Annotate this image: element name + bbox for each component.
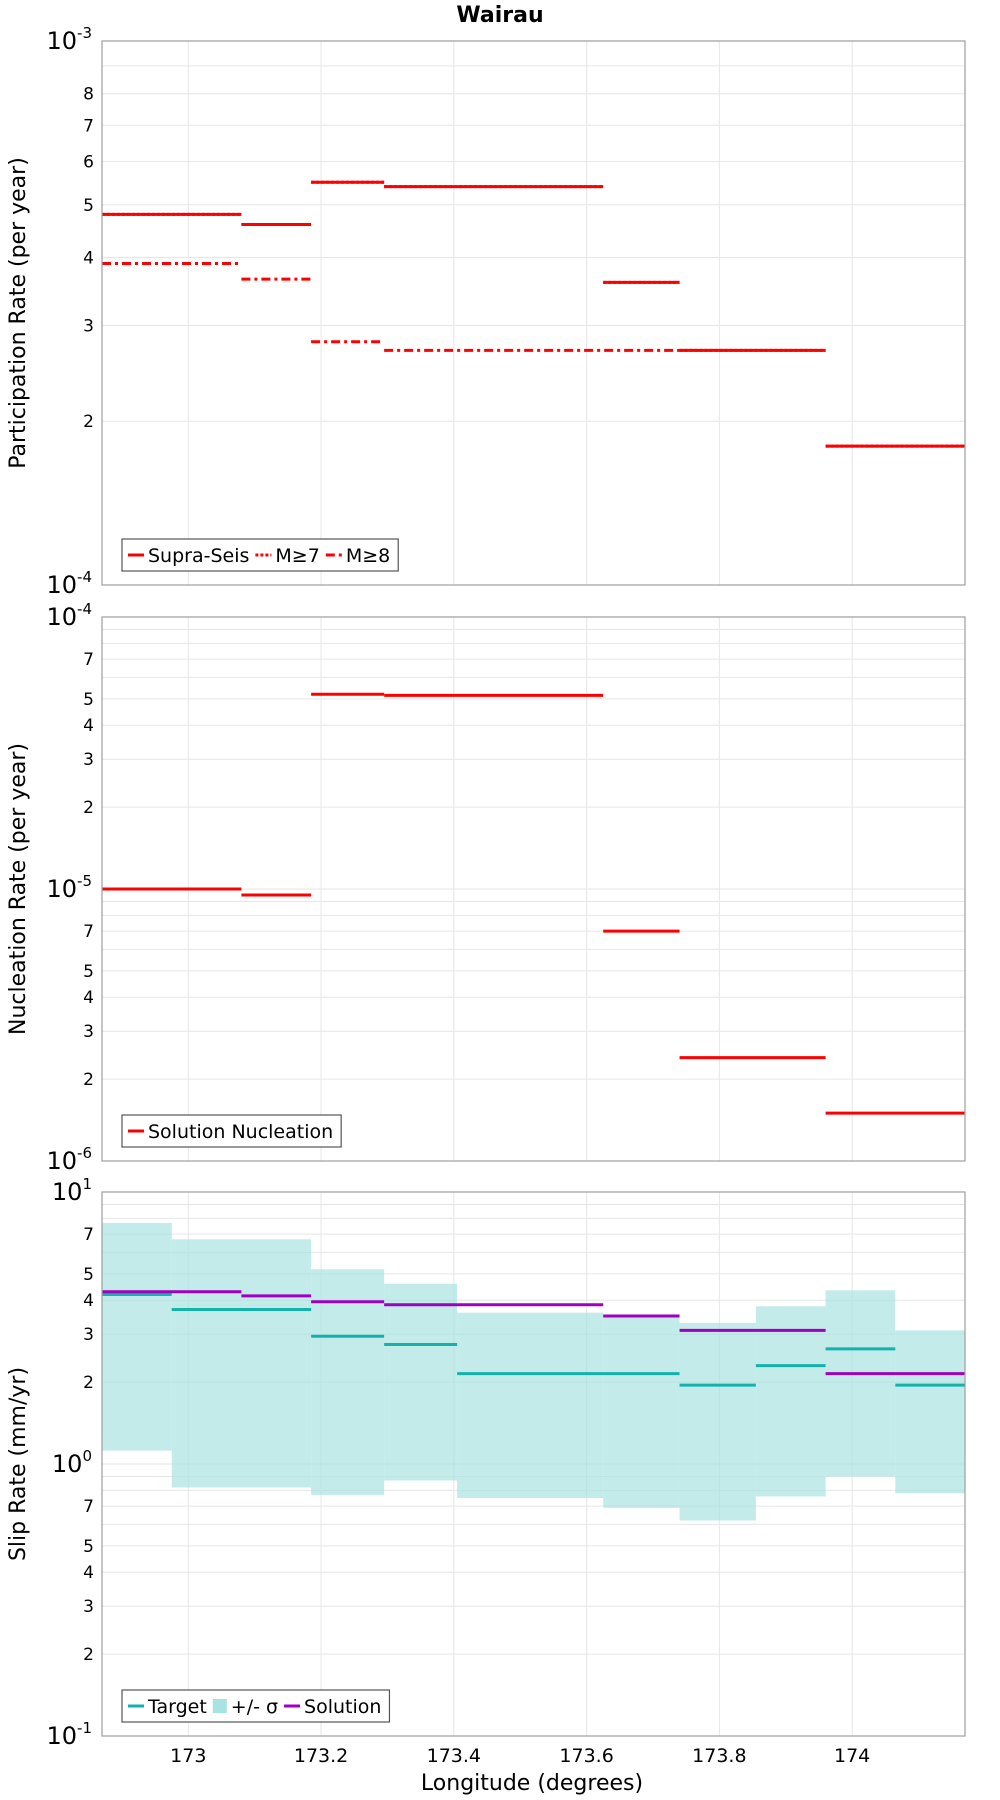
plot-frame [101,616,966,1162]
legend-box [121,1114,342,1148]
y-tick-label: 4 [83,1563,94,1583]
y-tick-label: 2 [83,1373,94,1393]
sigma-band-segment [102,1222,172,1451]
y-axis-label: Nucleation Rate (per year) [6,743,31,1035]
y-tick-label: 101 [52,1175,92,1206]
x-tick-label: 174 [834,1745,870,1767]
x-tick-label: 173.2 [294,1745,348,1767]
y-tick-label: 2 [83,1070,94,1090]
legend-label: Target [147,1696,207,1718]
y-tick-label: 10-3 [46,24,92,55]
sigma-band-segment [825,1290,896,1477]
y-tick-label: 10-5 [46,872,92,903]
y-tick-label: 5 [83,962,94,982]
y-tick-label: 4 [83,716,94,736]
sigma-band-segment [311,1269,385,1495]
y-tick-label: 5 [83,196,94,216]
y-tick-label: 3 [83,316,94,336]
y-tick-label: 7 [83,1225,94,1245]
y-tick-label: 6 [83,153,94,173]
y-axis-label: Slip Rate (mm/yr) [6,1367,31,1561]
sigma-band-segment [603,1314,680,1508]
sigma-band-segment [384,1283,458,1481]
legend-label: M≥7 [275,545,319,567]
y-tick-label: 3 [83,1597,94,1617]
legend-label: M≥8 [346,545,390,567]
legend: Target +/- σ Solution [121,1689,391,1723]
x-tick-label: 173.6 [559,1745,613,1767]
y-tick-label: 4 [83,248,94,268]
x-tick-label: 173.4 [427,1745,481,1767]
plot-area [102,41,965,585]
y-tick-label: 2 [83,412,94,432]
legend-label: Solution [304,1696,381,1718]
chart-title: Wairau [456,3,543,28]
y-tick-label: 10-1 [46,1719,92,1750]
plot-frame [101,1191,966,1737]
y-tick-label: 2 [83,1645,94,1665]
panel-3: 101 7 5 4 3 2 100 7 5 4 3 2 10-1 Slip Rate (mm/yr) Tar… [6,1175,966,1750]
y-tick-label: 5 [83,1537,94,1557]
sigma-band-segment [457,1312,604,1498]
y-tick-label: 2 [83,798,94,818]
y-tick-label: 10-4 [46,600,92,631]
y-tick-label: 7 [83,650,94,670]
y-tick-label: 10-4 [46,568,92,599]
legend-label: +/- σ [231,1696,278,1718]
y-tick-label: 4 [83,988,94,1008]
legend-label: Solution Nucleation [148,1121,333,1143]
y-tick-label: 8 [83,85,94,105]
y-axis-label: Participation Rate (per year) [6,157,31,469]
sigma-band-segment [171,1239,312,1488]
y-tick-label: 7 [83,116,94,136]
y-tick-label: 4 [83,1291,94,1311]
legend: Supra-Seis M≥7 M≥8 [121,538,399,572]
y-tick-label: 3 [83,1022,94,1042]
sigma-band-segment [755,1306,826,1497]
legend-box [121,1689,391,1723]
x-tick-label: 173 [170,1745,206,1767]
panel-2: 10-4 7 5 4 3 2 10-5 7 5 4 3 2 10-6 Nucleation Rate (p… [6,600,966,1175]
x-tick-label: 173.8 [692,1745,746,1767]
y-tick-label: 7 [83,1497,94,1517]
legend: Solution Nucleation [121,1114,342,1148]
chart-panels: 10-3 8 7 6 5 4 3 2 10-4 Participation Rate (per y… [6,24,966,1767]
x-axis-label: Longitude (degrees) [421,1771,643,1796]
panel-1: 10-3 8 7 6 5 4 3 2 10-4 Participation Rate (per y… [6,24,966,599]
y-tick-label: 100 [52,1447,92,1478]
legend-swatch [212,1699,227,1713]
y-tick-label: 7 [83,922,94,942]
y-tick-label: 10-6 [46,1144,92,1175]
y-tick-label: 5 [83,690,94,710]
y-tick-label: 3 [83,1325,94,1345]
legend-label: Supra-Seis [148,545,249,567]
legend-box [121,538,399,572]
plot-frame [101,40,966,586]
y-tick-label: 3 [83,750,94,770]
y-tick-label: 5 [83,1265,94,1285]
sigma-band-segment [679,1322,756,1521]
sigma-band-segment [895,1330,965,1494]
